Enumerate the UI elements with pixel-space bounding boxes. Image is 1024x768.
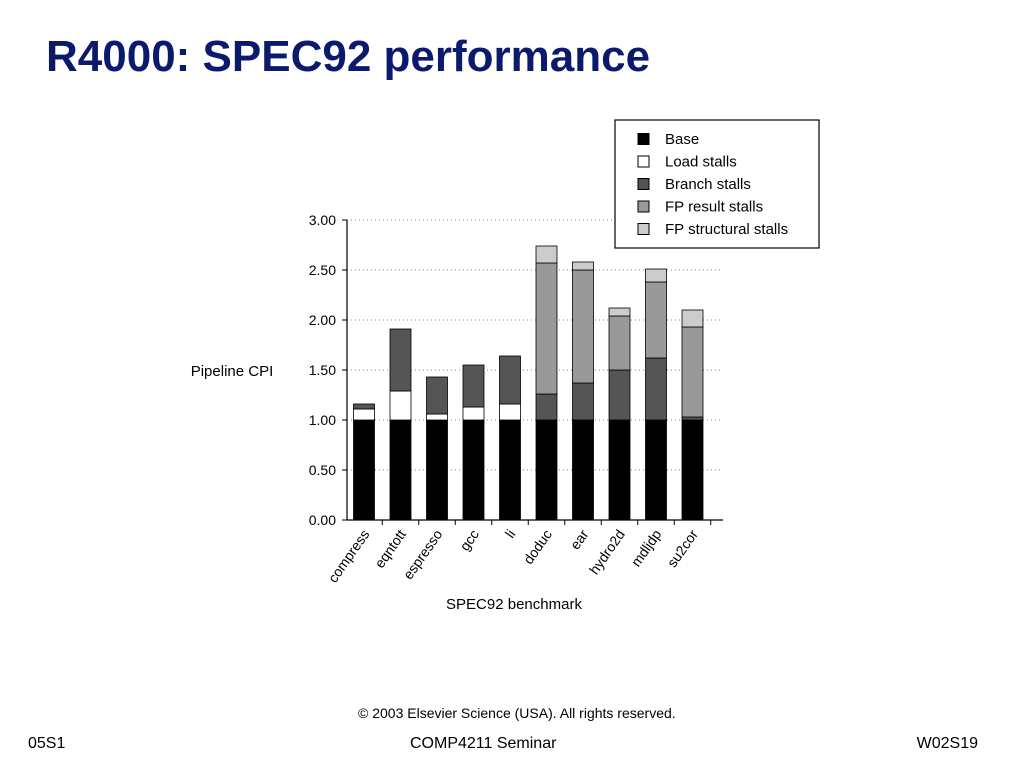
x-tick-label: doduc: [520, 527, 555, 567]
bar-segment-base: [353, 419, 375, 521]
bar-segment-branch-stalls: [572, 382, 594, 421]
bar-segment-load-stalls: [462, 406, 485, 421]
y-tick-label: 1.00: [309, 412, 336, 428]
bar-segment-branch-stalls: [645, 357, 667, 421]
footer-left: 05S1: [28, 735, 66, 752]
x-tick-label: compress: [325, 527, 373, 586]
legend: Base Load stalls Branch stalls FP result st…: [614, 119, 820, 249]
y-tick-label: 1.50: [309, 362, 336, 378]
legend-swatch: [637, 178, 650, 190]
x-tick-label: mdljdp: [628, 526, 665, 569]
copyright-notice: © 2003 Elsevier Science (USA). All right…: [358, 705, 676, 721]
bar-segment-base: [462, 419, 485, 521]
y-tick-label: 0.00: [309, 512, 336, 528]
bar-segment-fp-result-stalls: [572, 269, 594, 384]
x-tick-label: eqntott: [371, 526, 409, 570]
y-tick-label: 0.50: [309, 462, 336, 478]
legend-label: Base: [665, 131, 699, 148]
bar-segment-load-stalls: [353, 408, 375, 421]
bar-segment-branch-stalls: [681, 416, 704, 421]
bars: [353, 245, 704, 521]
y-tick-label: 2.50: [309, 262, 336, 278]
bar-segment-branch-stalls: [535, 393, 558, 421]
bar-segment-base: [426, 419, 448, 521]
bar-segment-load-stalls: [499, 403, 521, 421]
bar-segment-fp-structural-stalls: [572, 261, 594, 271]
bar-segment-fp-result-stalls: [608, 315, 631, 371]
footer-center: COMP4211 Seminar: [410, 735, 557, 752]
bar-segment-base: [499, 419, 521, 521]
bar-segment-base: [389, 419, 412, 521]
bar-segment-base: [572, 419, 594, 521]
slide-title: R4000: SPEC92 performance: [46, 32, 651, 81]
bar-segment-load-stalls: [389, 390, 412, 421]
bar-segment-fp-result-stalls: [535, 262, 558, 395]
bar-segment-branch-stalls: [608, 369, 631, 421]
bar-segment-fp-structural-stalls: [645, 268, 667, 283]
bar-segment-fp-structural-stalls: [681, 309, 704, 328]
x-tick-label: gcc: [456, 527, 482, 554]
bar-segment-fp-structural-stalls: [608, 307, 631, 317]
y-axis-label: Pipeline CPI: [191, 363, 274, 380]
y-tick-label: 3.00: [309, 212, 336, 228]
legend-swatch: [637, 200, 650, 213]
bar-segment-base: [681, 419, 704, 521]
bar-segment-branch-stalls: [353, 403, 375, 410]
legend-label: Load stalls: [665, 154, 737, 171]
bar-segment-fp-result-stalls: [681, 326, 704, 418]
x-tick-label: su2cor: [664, 526, 701, 570]
grid-lines: [347, 219, 723, 471]
bar-segment-branch-stalls: [499, 355, 521, 405]
x-axis-label: SPEC92 benchmark: [446, 596, 582, 613]
legend-swatch: [637, 155, 650, 168]
legend-label: FP structural stalls: [665, 221, 788, 238]
bar-segment-base: [645, 419, 667, 521]
bar-segment-branch-stalls: [462, 364, 485, 408]
y-tick-labels: 0.00 0.50 1.00 1.50 2.00 2.50 3.00: [309, 212, 347, 528]
x-tick-label: hydro2d: [586, 527, 628, 578]
x-tick-label: li: [502, 527, 519, 541]
bar-segment-base: [535, 419, 558, 521]
legend-label: FP result stalls: [665, 199, 763, 216]
footer-right: W02S19: [916, 735, 978, 752]
bar-segment-fp-structural-stalls: [535, 245, 558, 264]
legend-label: Branch stalls: [665, 176, 751, 193]
legend-swatch: [637, 223, 650, 235]
bar-segment-branch-stalls: [426, 376, 448, 415]
x-tick-label: ear: [567, 526, 592, 552]
y-tick-label: 2.00: [309, 312, 336, 328]
bar-segment-fp-result-stalls: [645, 281, 667, 359]
bar-segment-load-stalls: [426, 413, 448, 421]
bar-segment-base: [608, 419, 631, 521]
bar-segment-branch-stalls: [389, 328, 412, 392]
legend-swatch: [637, 133, 650, 145]
